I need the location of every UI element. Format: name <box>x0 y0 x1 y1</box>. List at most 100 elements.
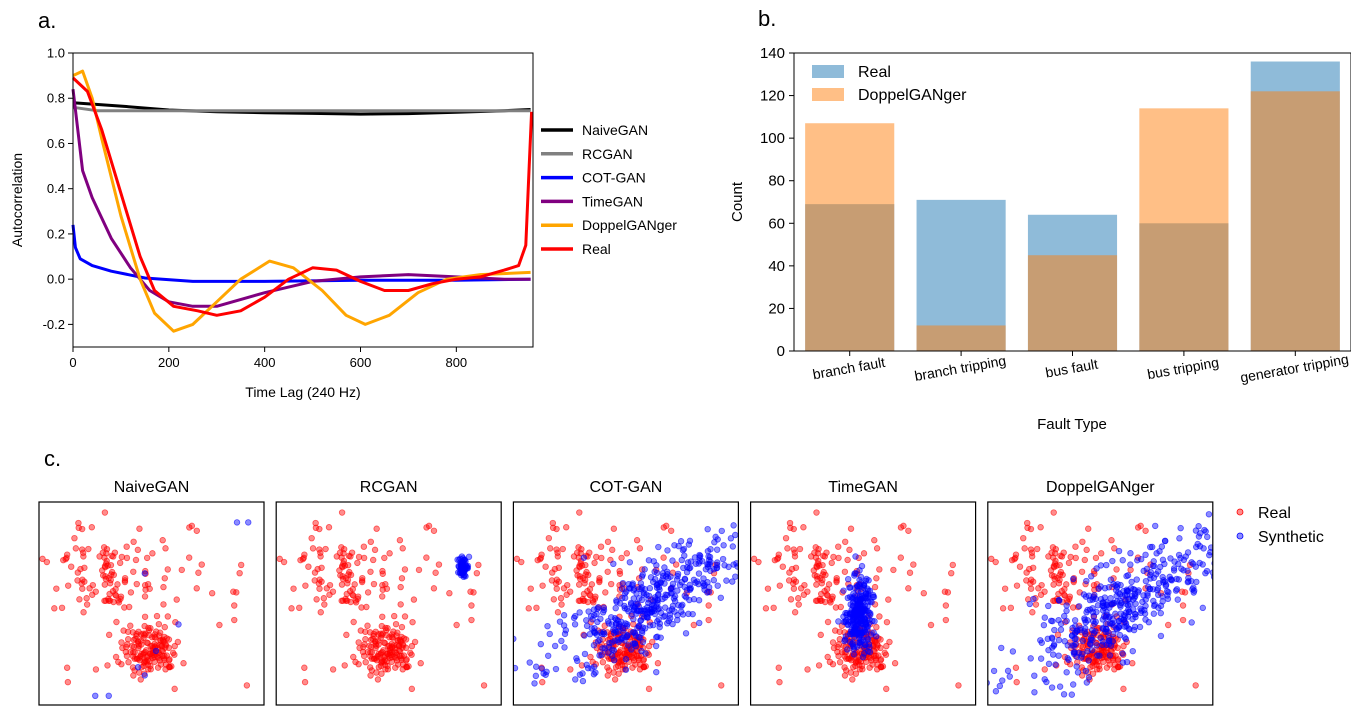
synthetic-point <box>1180 556 1188 564</box>
real-point <box>630 651 638 658</box>
real-point <box>156 657 163 664</box>
synthetic-point <box>673 576 681 583</box>
real-point <box>468 602 475 609</box>
synthetic-point <box>1167 555 1174 562</box>
real-point <box>672 561 680 568</box>
real-point <box>75 519 82 527</box>
synthetic-point <box>1055 616 1062 624</box>
real-point <box>776 678 783 686</box>
real-point <box>367 653 374 660</box>
real-point <box>834 648 841 656</box>
synthetic-point <box>1195 533 1203 540</box>
real-point <box>243 682 251 689</box>
real-point <box>518 558 525 566</box>
synthetic-point <box>621 594 629 602</box>
real-point <box>660 554 667 561</box>
real-point <box>1078 568 1086 575</box>
synthetic-point <box>1170 567 1178 574</box>
real-point <box>598 554 605 562</box>
synthetic-point <box>636 622 643 629</box>
real-point <box>1027 525 1035 533</box>
synthetic-point <box>1217 544 1223 550</box>
real-point <box>340 550 347 557</box>
real-point <box>161 623 168 631</box>
synthetic-point <box>840 587 847 594</box>
synthetic-point <box>141 672 148 679</box>
synthetic-point <box>646 592 653 600</box>
synthetic-point <box>844 575 852 583</box>
synthetic-point <box>681 552 688 559</box>
real-point <box>988 555 995 563</box>
synthetic-point <box>465 553 473 561</box>
synthetic-point <box>1143 565 1151 573</box>
synthetic-point <box>1185 574 1192 582</box>
synthetic-point <box>1056 597 1063 604</box>
synthetic-point <box>600 606 608 614</box>
real-point <box>591 559 598 567</box>
synthetic-point <box>1123 588 1131 595</box>
real-point <box>791 609 799 616</box>
real-point <box>160 583 167 591</box>
real-point <box>860 550 868 557</box>
real-point <box>208 590 216 597</box>
real-point <box>1137 522 1144 530</box>
synthetic-point <box>1083 679 1091 686</box>
real-point <box>1067 553 1074 561</box>
real-point <box>822 571 829 579</box>
x-tick-label: 800 <box>445 355 467 370</box>
real-point <box>570 553 578 560</box>
synthetic-point <box>608 639 616 646</box>
real-point <box>1056 561 1063 569</box>
real-point <box>1011 555 1018 563</box>
synthetic-point <box>1209 569 1213 576</box>
real-point <box>1093 666 1101 673</box>
synthetic-point <box>612 604 619 612</box>
synthetic-point <box>612 621 620 628</box>
real-point <box>317 609 324 616</box>
synthetic-point <box>1199 561 1206 568</box>
synthetic-point <box>1108 620 1115 627</box>
synthetic-point <box>678 608 685 615</box>
synthetic-point <box>1092 618 1099 625</box>
synthetic-point <box>152 647 160 655</box>
real-point <box>825 581 833 588</box>
y-tick-label: 140 <box>760 45 785 62</box>
real-point <box>410 596 418 603</box>
real-point <box>53 585 60 592</box>
synthetic-point <box>532 663 540 670</box>
synthetic-point <box>561 644 568 651</box>
real-point <box>645 642 653 650</box>
real-point <box>118 639 125 646</box>
y-tick-label: -0.2 <box>43 317 65 332</box>
real-point <box>750 555 758 563</box>
synthetic-point <box>638 584 645 591</box>
real-point <box>347 598 354 606</box>
synthetic-point <box>1174 560 1182 568</box>
synthetic-point <box>572 676 579 683</box>
synthetic-point <box>1147 575 1154 582</box>
synthetic-point <box>1140 592 1147 599</box>
synthetic-point <box>92 692 99 699</box>
real-point <box>88 524 96 531</box>
synthetic-point <box>1093 608 1100 616</box>
real-point <box>338 509 346 516</box>
real-point <box>65 582 72 589</box>
real-point <box>132 556 140 564</box>
real-point <box>85 545 92 553</box>
real-point <box>873 575 880 582</box>
real-point <box>299 555 307 563</box>
real-point <box>280 558 288 566</box>
real-point <box>1037 591 1045 598</box>
real-point <box>388 643 396 651</box>
synthetic-point <box>729 543 737 550</box>
synthetic-point <box>764 566 770 572</box>
real-point <box>79 585 86 592</box>
synthetic-point <box>545 652 552 659</box>
real-point <box>398 575 406 582</box>
real-point <box>123 554 131 562</box>
real-point <box>400 652 408 659</box>
real-point <box>1065 559 1073 567</box>
real-point <box>491 583 497 589</box>
real-point <box>636 545 644 552</box>
